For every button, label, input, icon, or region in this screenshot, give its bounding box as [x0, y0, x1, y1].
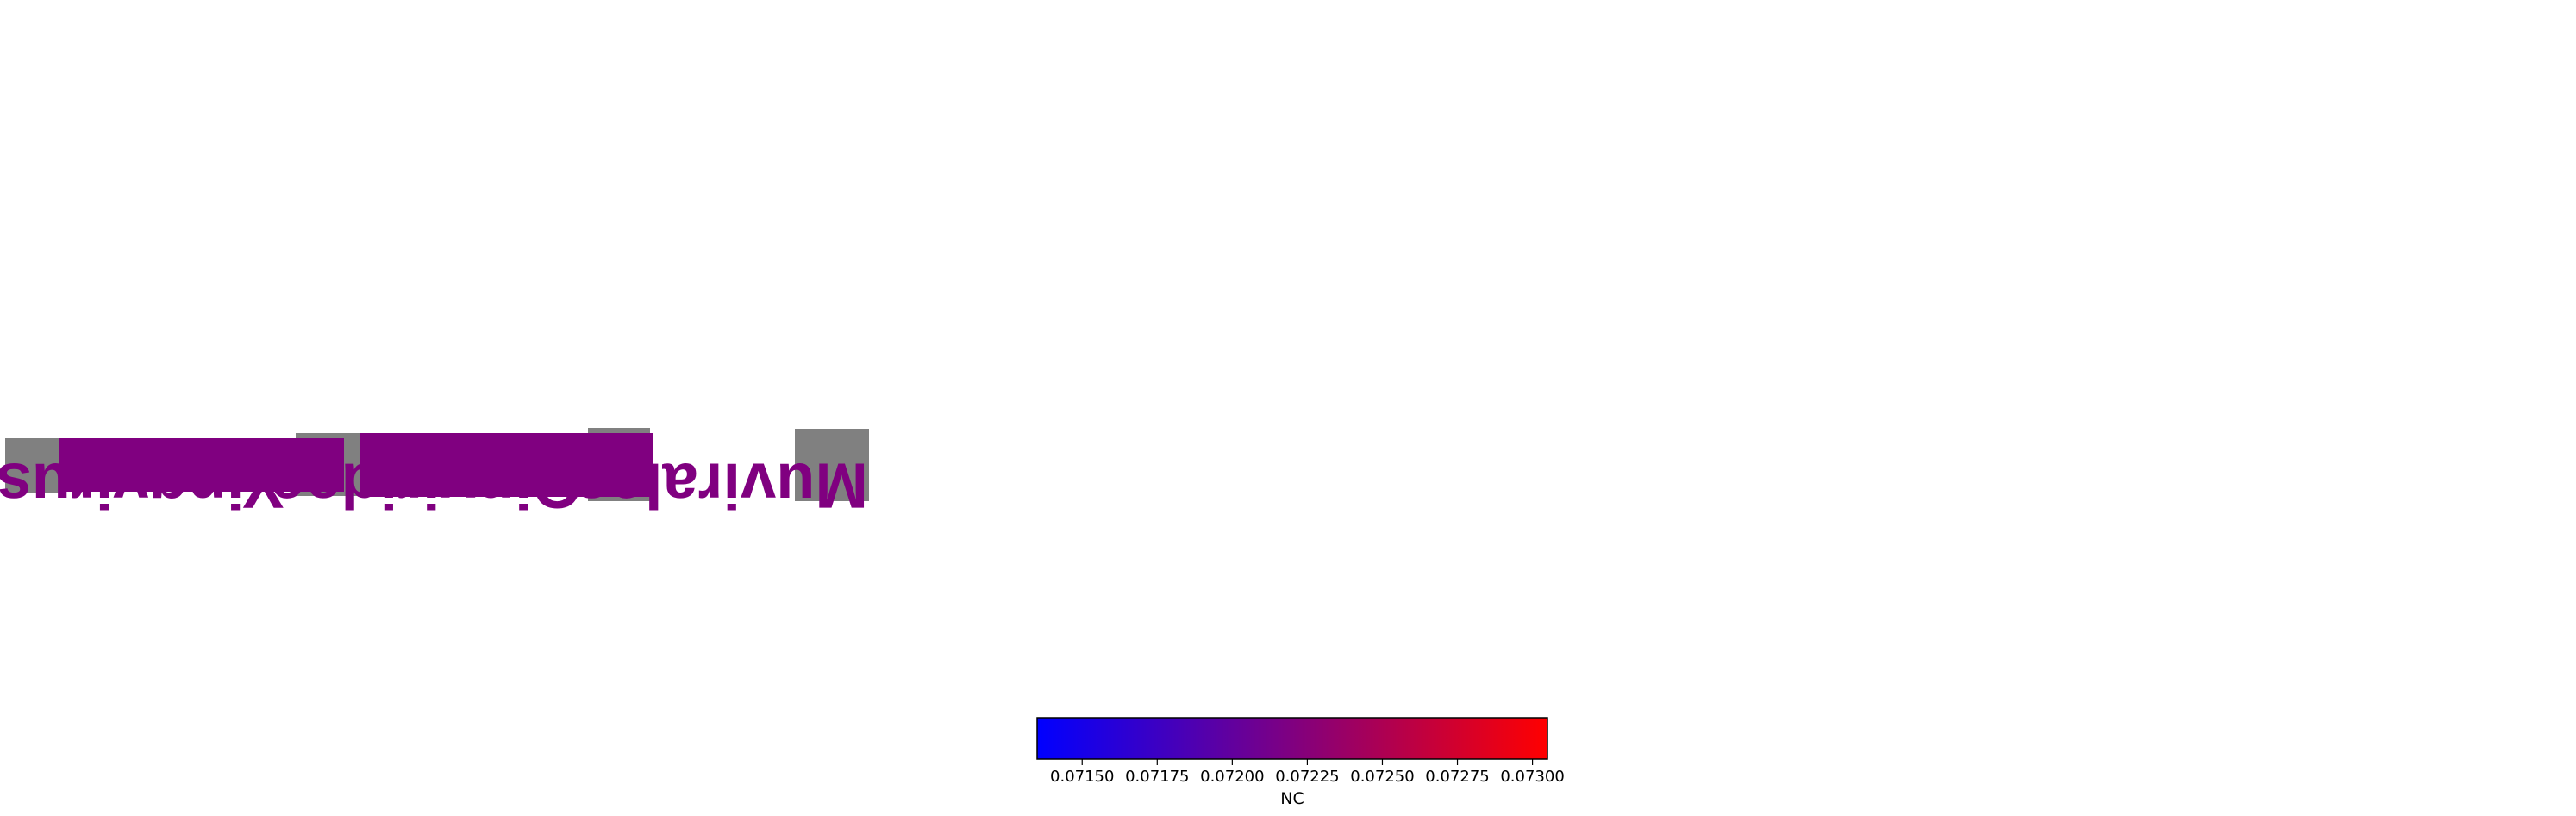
colorbar-tick-label: 0.07175 — [1125, 768, 1189, 786]
colorbar-tick-label: 0.07225 — [1275, 768, 1339, 786]
colorbar-tick-label: 0.07200 — [1200, 768, 1264, 786]
colorbar: 0.07150 0.07175 0.07200 0.07225 0.07250 0.072… — [1036, 717, 1565, 808]
colorbar-label: NC — [1280, 789, 1304, 808]
colorbar-tick-label: 0.07150 — [1050, 768, 1114, 786]
colorbar-tick-label: 0.07275 — [1425, 768, 1489, 786]
taxon-labels: Muvirales Qinviridae Yingvirus — [0, 449, 868, 521]
unassigned-block-order — [795, 429, 869, 501]
taxon-label-muvirales: Muvirales — [574, 449, 868, 521]
colorbar-tick-label: 0.07300 — [1500, 768, 1564, 786]
taxon-bar-qinviridae — [360, 433, 653, 497]
taxon-bars — [59, 433, 653, 497]
unassigned-block-species — [5, 438, 60, 493]
colorbar-gradient — [1036, 717, 1548, 760]
taxon-label-qinviridae: Qinviridae — [270, 449, 582, 521]
colorbar-tick-label: 0.07250 — [1350, 768, 1414, 786]
colorbar-ticks: 0.07150 0.07175 0.07200 0.07225 0.07250 0.072… — [1050, 759, 1565, 786]
taxon-label-yingvirus: Yingvirus — [0, 449, 284, 521]
taxon-bar-yingvirus — [59, 438, 344, 492]
